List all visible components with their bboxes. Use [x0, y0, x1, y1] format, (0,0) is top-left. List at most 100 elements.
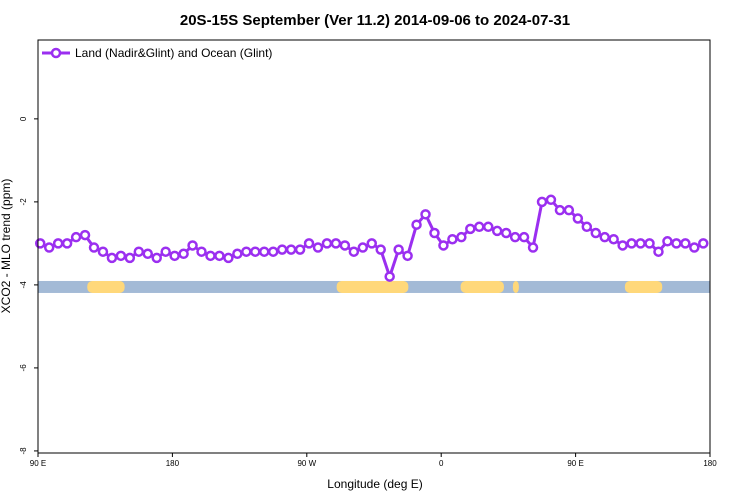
data-point: [70, 231, 82, 243]
data-point: [232, 248, 243, 260]
data-point: [61, 238, 73, 249]
data-point: [250, 246, 261, 257]
data-point: [572, 213, 584, 224]
data-point: [411, 219, 422, 230]
data-point: [258, 246, 270, 257]
data-point: [330, 238, 342, 249]
data-point: [115, 250, 127, 262]
data-point: [142, 248, 154, 260]
legend-entry: Land (Nadir&Glint) and Ocean (Glint): [75, 46, 272, 60]
y-axis: 0 -2 -4 -6 -8: [19, 116, 38, 454]
data-point: [680, 238, 691, 249]
data-point: [43, 242, 55, 253]
legend: Land (Nadir&Glint) and Ocean (Glint): [42, 46, 272, 60]
data-point: [644, 238, 655, 249]
data-point: [187, 240, 198, 251]
data-point: [339, 240, 351, 251]
y-tick-label: -4: [19, 281, 28, 289]
data-point: [52, 238, 64, 249]
data-point: [590, 227, 602, 239]
x-tick-label: 90 E: [567, 459, 583, 468]
data-point: [169, 250, 180, 262]
x-axis-label: Longitude (deg E): [327, 477, 422, 491]
plot-area: [34, 194, 710, 293]
data-point: [635, 238, 646, 249]
data-point: [626, 238, 637, 249]
data-point: [465, 223, 476, 235]
data-point: [608, 233, 619, 245]
x-tick-label: 0: [439, 459, 444, 468]
data-point: [267, 246, 279, 257]
data-point: [429, 227, 440, 239]
data-point: [214, 250, 225, 262]
data-point: [563, 204, 575, 216]
data-point: [420, 209, 431, 220]
legend-marker: [50, 47, 62, 59]
x-tick-label: 90 W: [297, 459, 316, 468]
data-point: [178, 248, 189, 260]
data-point: [124, 252, 136, 264]
data-point: [581, 221, 593, 233]
land-segment: [512, 280, 519, 293]
data-point: [554, 204, 566, 216]
data-point: [321, 238, 333, 249]
data-point: [312, 242, 324, 253]
data-point: [474, 221, 485, 233]
x-tick-label: 180: [703, 459, 717, 468]
data-point: [456, 231, 467, 243]
data-point: [518, 231, 530, 243]
data-point: [97, 246, 109, 257]
data-point: [698, 238, 709, 249]
chart-title: 20S-15S September (Ver 11.2) 2014-09-06 …: [180, 12, 570, 29]
data-point: [689, 242, 700, 253]
land-segment: [624, 280, 663, 293]
data-point: [393, 244, 404, 255]
data-point: [205, 250, 216, 262]
land-segment: [336, 280, 409, 293]
data-point: [241, 246, 252, 257]
y-axis-label: XCO2 - MLO trend (ppm): [0, 179, 13, 314]
data-point: [527, 242, 539, 253]
data-point: [285, 244, 297, 255]
data-point: [402, 250, 413, 262]
data-point: [662, 236, 673, 247]
data-point: [196, 246, 207, 257]
y-tick-label: -6: [19, 364, 28, 372]
data-point: [88, 242, 100, 253]
data-point: [375, 244, 386, 255]
data-point: [366, 238, 378, 249]
data-point: [447, 233, 458, 245]
data-point: [357, 242, 369, 253]
data-point: [545, 194, 557, 206]
data-point: [106, 252, 118, 264]
data-point: [294, 244, 306, 255]
data-point: [348, 246, 360, 257]
data-point: [653, 246, 664, 257]
data-point: [384, 271, 395, 282]
plot-frame: [37, 39, 711, 454]
data-point: [160, 246, 171, 257]
data-point: [536, 196, 548, 208]
data-point: [617, 240, 628, 251]
land-segment: [87, 280, 125, 293]
land-segment: [460, 280, 504, 293]
data-point: [438, 240, 449, 251]
data-point: [509, 231, 521, 243]
data-point: [79, 229, 91, 241]
y-tick-label: 0: [19, 116, 28, 121]
data-point: [482, 221, 494, 233]
y-tick-label: -8: [19, 447, 28, 455]
x-tick-label: 180: [166, 459, 180, 468]
data-point: [599, 231, 610, 243]
y-tick-label: -2: [19, 198, 28, 206]
data-point: [276, 244, 288, 255]
x-axis: 90 E 180 90 W 0 90 E 180: [30, 453, 717, 468]
data-point: [303, 238, 315, 249]
x-tick-label: 90 E: [30, 459, 46, 468]
data-point: [223, 252, 234, 264]
data-point: [671, 238, 682, 249]
data-point: [500, 227, 512, 239]
data-point: [34, 238, 46, 249]
data-point: [151, 252, 162, 264]
